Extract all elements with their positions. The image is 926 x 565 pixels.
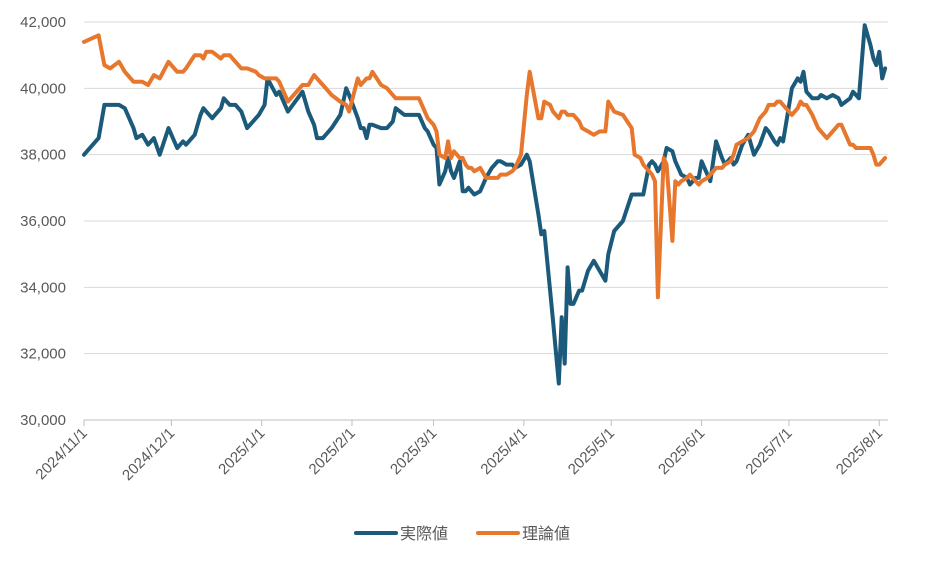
legend-label: 実際値 [400,525,448,543]
y-tick-label: 38,000 [20,147,66,164]
y-tick-label: 42,000 [20,14,66,31]
x-tick-label: 2025/3/1 [387,425,440,478]
series-line-2 [82,33,888,300]
x-tick-label: 2025/2/1 [306,425,359,478]
series-lines [82,23,888,386]
legend: 実際値 理論値 [354,525,570,543]
x-tick-label: 2025/7/1 [742,425,795,478]
y-axis-tick-labels: 30,000 32,000 34,000 36,000 38,000 40,000 42,0… [20,14,66,429]
y-tick-label: 32,000 [20,346,66,363]
gridlines [84,21,888,355]
y-tick-label: 30,000 [20,412,66,429]
y-tick-label: 34,000 [20,279,66,296]
x-axis [83,419,888,426]
y-tick-label: 36,000 [20,213,66,230]
x-tick-label: 2024/12/1 [119,425,178,484]
x-tick-label: 2024/11/1 [32,425,90,483]
x-tick-label: 2025/5/1 [565,425,618,478]
x-tick-label: 2025/1/1 [215,425,268,478]
x-axis-tick-labels: 2024/11/1 2024/12/1 2025/1/1 2025/2/1 2025/3… [32,425,886,484]
y-tick-label: 40,000 [20,80,66,97]
x-tick-label: 2025/6/1 [655,425,708,478]
x-tick-label: 2025/8/1 [833,425,886,478]
x-tick-label: 2025/4/1 [477,425,530,478]
series-line-1 [82,23,888,386]
legend-label: 理論値 [522,525,570,543]
